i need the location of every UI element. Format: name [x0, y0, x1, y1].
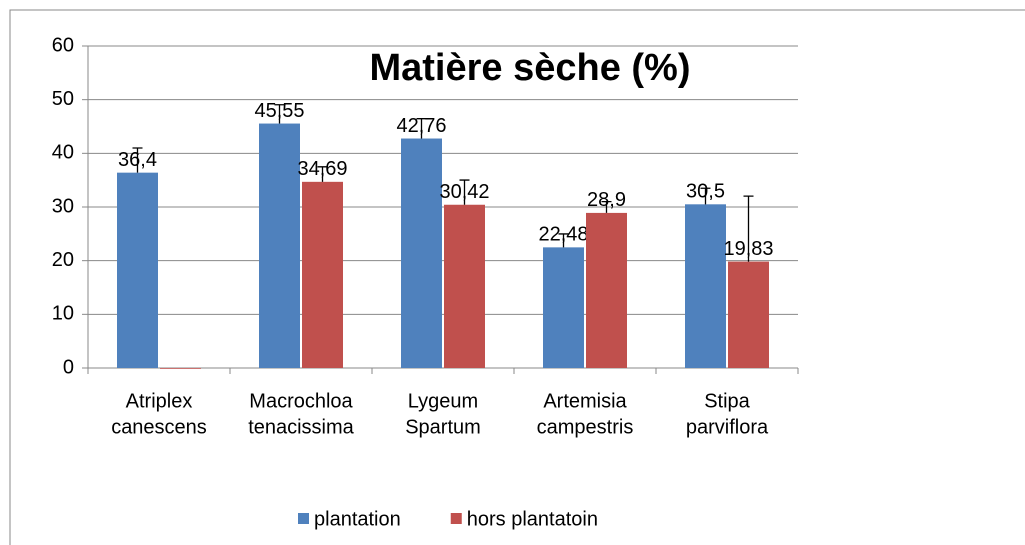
y-tick-label: 20 — [52, 249, 74, 271]
legend-swatch — [450, 513, 462, 524]
x-tick-label: canescens — [111, 416, 207, 438]
error-bar — [700, 187, 711, 205]
x-tick-label: Lygeum — [408, 390, 478, 412]
bar — [444, 204, 485, 368]
error-bar — [317, 166, 328, 182]
x-tick-label: tenacissima — [248, 416, 354, 438]
x-tick-label: parviflora — [686, 416, 769, 438]
x-tick-label: Macrochloa — [249, 390, 353, 412]
data-label: 36,4 — [118, 149, 157, 171]
x-tick-label: Spartum — [405, 416, 481, 438]
error-bar — [274, 104, 285, 124]
data-label: 19,83 — [723, 238, 773, 260]
legend-swatch — [298, 513, 309, 524]
x-tick-label: Stipa — [704, 390, 750, 412]
data-label: 45,55 — [254, 100, 304, 122]
y-tick-label: 10 — [52, 303, 74, 325]
bar — [586, 212, 627, 368]
bar — [117, 172, 158, 368]
bar — [401, 138, 442, 368]
y-tick-label: 40 — [52, 142, 74, 164]
error-bar — [558, 233, 569, 248]
chart-frame — [9, 9, 1025, 545]
x-tick-label: campestris — [537, 416, 634, 438]
bar — [543, 247, 584, 368]
error-bar — [601, 200, 612, 213]
data-label: 30,5 — [686, 181, 725, 203]
x-tick-label: Artemisia — [543, 390, 627, 412]
x-tick-label: Atriplex — [126, 390, 193, 412]
bar — [259, 123, 300, 368]
bar — [685, 204, 726, 368]
chart-title: Matière sèche (%) — [369, 47, 690, 89]
legend-label: plantation — [314, 508, 401, 530]
bar — [160, 368, 201, 369]
bar — [302, 181, 343, 368]
y-tick-label: 50 — [52, 88, 74, 110]
data-label: 22,48 — [538, 224, 588, 246]
y-tick-label: 30 — [52, 195, 74, 217]
bar — [728, 261, 769, 368]
data-label: 30,42 — [439, 181, 489, 203]
data-label: 28,9 — [587, 189, 626, 211]
data-label: 42,76 — [396, 115, 446, 137]
error-bar — [132, 147, 143, 173]
legend-label: hors plantatoin — [467, 508, 598, 530]
data-label: 34,69 — [297, 158, 347, 180]
y-tick-label: 0 — [63, 356, 74, 378]
y-tick-label: 60 — [52, 34, 74, 56]
error-bar — [459, 179, 470, 205]
error-bar — [743, 195, 754, 262]
error-bar — [416, 118, 427, 139]
